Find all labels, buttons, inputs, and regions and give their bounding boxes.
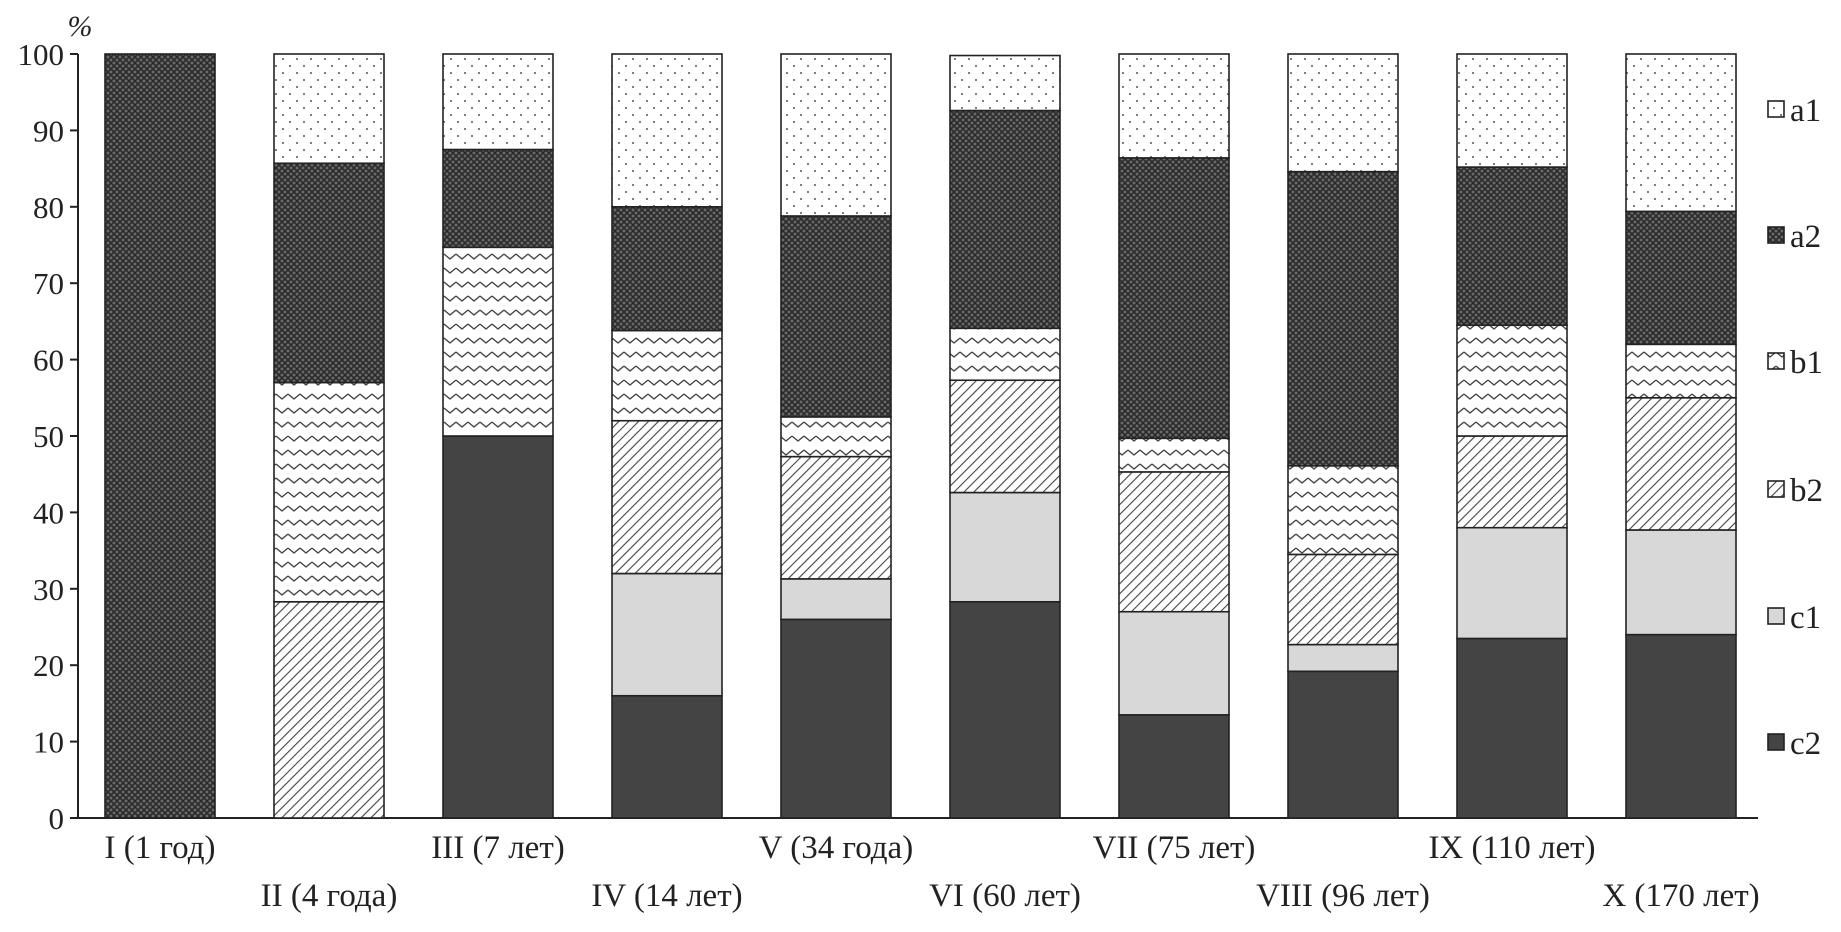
legend-label-b1: b1 — [1790, 345, 1823, 381]
bar-segment-c1 — [1456, 526, 1568, 640]
bar-segment-a2 — [780, 215, 892, 418]
x-category-label: VIII (96 лет) — [1256, 878, 1430, 914]
y-tick-label: 40 — [33, 495, 64, 530]
x-category-label: VII (75 лет) — [1093, 830, 1256, 866]
bar-segment-a1 — [1456, 53, 1568, 168]
bar-segment-b1 — [1287, 464, 1399, 556]
bar-segment-a1 — [611, 53, 723, 208]
x-category-label: VI (60 лет) — [929, 878, 1081, 914]
legend-label-a2: a2 — [1790, 219, 1821, 255]
bar-segment-b1 — [273, 381, 385, 603]
bar-segment-a1 — [442, 53, 554, 151]
x-category-label: X (170 лет) — [1602, 878, 1759, 914]
y-tick-label: 60 — [33, 343, 64, 378]
bar-segment-c2 — [1287, 670, 1399, 819]
x-category-label: I (1 год) — [104, 830, 215, 866]
bar-segment-b2 — [273, 600, 385, 819]
bar-segment-c2 — [1456, 637, 1568, 819]
bars — [104, 53, 1737, 819]
bar-segment-b1 — [611, 329, 723, 422]
bar-segment-a2 — [949, 109, 1061, 330]
bar-segment-c2 — [442, 435, 554, 819]
legend-label-c2: c2 — [1790, 726, 1821, 762]
bar-segment-b2 — [780, 455, 892, 580]
bar-segment-a2 — [1118, 157, 1230, 440]
bar-segment-a1 — [1118, 53, 1230, 159]
bar-segment-a1 — [1287, 53, 1399, 173]
bar-segment-a1 — [273, 53, 385, 165]
bar-segment-a1 — [1625, 53, 1737, 213]
bar-segment-b1 — [1118, 437, 1230, 473]
y-tick-label: 100 — [18, 37, 65, 72]
legend-swatch-c2 — [1767, 733, 1785, 751]
bar-segment-b2 — [611, 419, 723, 575]
x-category-label: IV (14 лет) — [591, 878, 742, 914]
bar-segment-a2 — [1625, 210, 1737, 346]
bar-segment-b2 — [949, 379, 1061, 494]
bar-segment-b2 — [1456, 435, 1568, 529]
bar-segment-a2 — [611, 206, 723, 332]
bar-segment-c2 — [1118, 714, 1230, 819]
bar-segment-a1 — [780, 53, 892, 217]
bar-segment-a2 — [1287, 170, 1399, 467]
y-ticks: 0 10 20 30 40 50 60 70 80 90 100 — [18, 37, 78, 836]
y-tick-label: 30 — [33, 572, 64, 607]
bar-segment-c1 — [1118, 610, 1230, 716]
legend-label-a1: a1 — [1790, 93, 1821, 129]
bar-segment-c2 — [1625, 633, 1737, 819]
legend-swatch-a2 — [1767, 226, 1785, 244]
bar-segment-b2 — [1625, 396, 1737, 531]
bar-segment-a2 — [104, 53, 216, 819]
y-tick-label: 90 — [33, 113, 64, 148]
legend-swatch-b2 — [1767, 480, 1785, 498]
x-category-label: III (7 лет) — [431, 830, 564, 866]
bar-segment-c1 — [1625, 529, 1737, 636]
bar-segment-c2 — [949, 600, 1061, 819]
bar-segment-c2 — [611, 694, 723, 819]
x-category-label: IX (110 лет) — [1428, 830, 1595, 866]
legend-swatch-c1 — [1767, 607, 1785, 625]
bar-segment-a2 — [273, 162, 385, 384]
bar-segment-b2 — [1118, 471, 1230, 613]
legend-swatch-b1 — [1767, 352, 1785, 370]
bar-segment-b1 — [1456, 324, 1568, 437]
y-tick-label: 20 — [33, 648, 64, 683]
bar-segment-c1 — [949, 491, 1061, 603]
legend: a1 a2 b1 b2 c1 c2 — [1767, 93, 1823, 762]
legend-swatch-a1 — [1767, 100, 1785, 118]
bar-segment-a2 — [442, 148, 554, 249]
category-labels: I (1 год) II (4 года) III (7 лет) IV (14 ле… — [104, 830, 1759, 914]
bar-segment-b1 — [1625, 343, 1737, 399]
bar-segment-b2 — [1287, 553, 1399, 646]
bar-segment-a1 — [949, 54, 1061, 112]
x-category-label: V (34 года) — [759, 830, 913, 866]
bar-segment-b1 — [780, 416, 892, 458]
y-tick-label: 10 — [33, 725, 64, 760]
bar-segment-a2 — [1456, 166, 1568, 327]
x-category-label: II (4 года) — [261, 878, 398, 914]
bar-segment-c1 — [780, 578, 892, 621]
y-unit-label: % — [68, 10, 93, 43]
legend-label-c1: c1 — [1790, 600, 1821, 636]
legend-label-b2: b2 — [1790, 473, 1823, 509]
y-tick-label: 80 — [33, 190, 64, 225]
bar-segment-b1 — [442, 246, 554, 437]
bar-segment-c1 — [611, 572, 723, 697]
bar-segment-b1 — [949, 327, 1061, 382]
y-tick-label: 70 — [33, 266, 64, 301]
bar-segment-c2 — [780, 618, 892, 819]
bar-segment-c1 — [1287, 643, 1399, 673]
y-tick-label: 0 — [49, 801, 65, 836]
y-tick-label: 50 — [33, 419, 64, 454]
